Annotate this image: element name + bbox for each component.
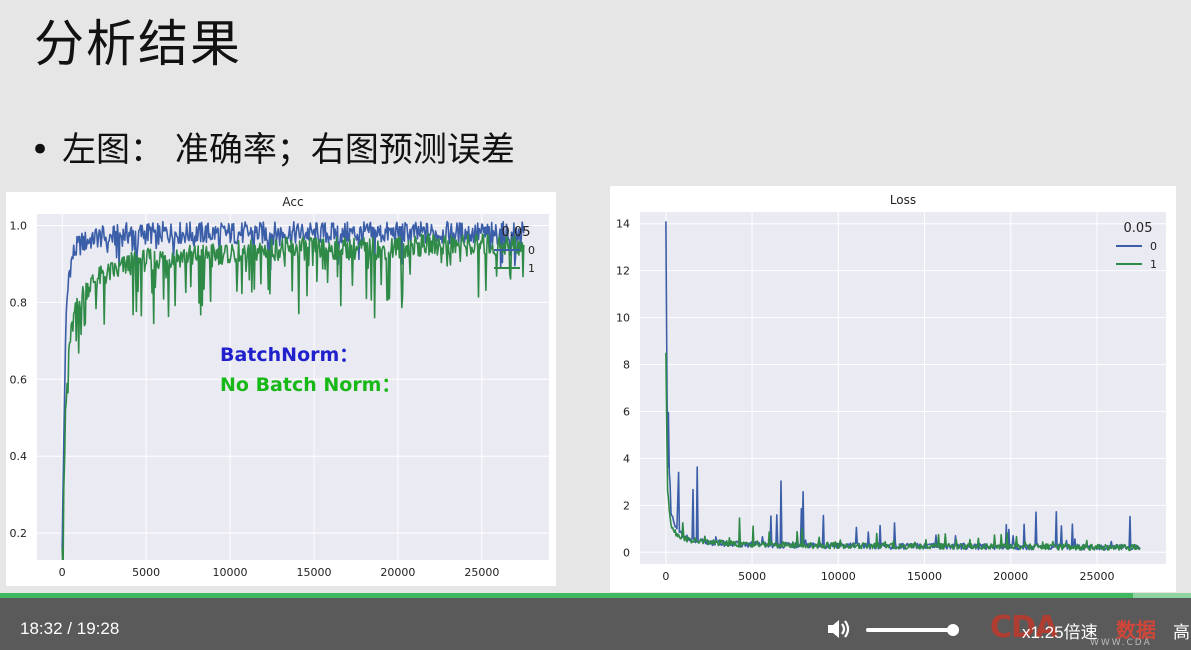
- y-tick-label: 0.2: [10, 527, 28, 540]
- legend-title: 0.05: [1124, 221, 1153, 236]
- acc-chart: 0 5000 10000 15000 20000 25000 0.2 0.4 0.6 0.8 1.0…: [10, 195, 549, 579]
- y-tick-label: 0.8: [10, 296, 28, 309]
- player-control-bar: 18:32 / 19:28 CDA 数据 WWW.CDA x1.25倍速 高: [0, 598, 1191, 650]
- logo-name: 数据: [1116, 618, 1156, 642]
- logo-url: WWW.CDA: [1090, 638, 1152, 646]
- volume-slider[interactable]: [866, 624, 960, 636]
- cda-logo: CDA 数据 WWW.CDA: [990, 608, 1191, 646]
- y-tick-label: 6: [623, 405, 630, 418]
- y-tick-label: 8: [623, 359, 630, 372]
- video-progress-bar[interactable]: [0, 593, 1191, 598]
- volume-fill: [866, 628, 954, 632]
- chart-title: Loss: [890, 193, 916, 207]
- chart-title: Acc: [282, 195, 303, 209]
- x-tick-label: 5000: [738, 570, 766, 583]
- x-tick-label: 5000: [132, 566, 160, 579]
- legend-label: 0: [528, 244, 535, 257]
- video-progress-fill: [0, 593, 1133, 598]
- y-tick-label: 1.0: [10, 220, 28, 233]
- x-tick-label: 10000: [821, 570, 856, 583]
- bullet-dot: •: [30, 130, 51, 170]
- y-tick-label: 4: [623, 452, 630, 465]
- speaker-icon[interactable]: [826, 617, 852, 645]
- time-separator: /: [67, 619, 73, 638]
- plot-area: [640, 212, 1166, 564]
- x-tick-label: 20000: [380, 566, 415, 579]
- legend-label: 1: [528, 262, 535, 275]
- bullet-point: • 左图： 准确率；右图预测误差: [30, 122, 515, 171]
- y-tick-label: 10: [616, 312, 630, 325]
- legend-label: 1: [1150, 258, 1157, 271]
- bullet-text: 左图： 准确率；右图预测误差: [62, 130, 515, 170]
- legend-title: 0.05: [502, 225, 531, 240]
- playback-speed-button[interactable]: x1.25倍速: [1022, 623, 1098, 642]
- x-tick-label: 15000: [907, 570, 942, 583]
- current-time: 18:32: [20, 619, 63, 638]
- y-tick-label: 14: [616, 218, 630, 231]
- volume-knob[interactable]: [947, 624, 960, 636]
- y-tick-label: 12: [616, 265, 630, 278]
- loss-chart-panel: 0 5000 10000 15000 20000 25000 0 2 4 6 8 10 12 14 Loss…: [610, 186, 1176, 592]
- x-tick-label: 10000: [213, 566, 248, 579]
- series-line-1: [665, 352, 1141, 552]
- x-tick-label: 15000: [296, 566, 331, 579]
- total-time: 19:28: [76, 619, 120, 638]
- x-tick-label: 0: [59, 566, 66, 579]
- logo-mark: CDA: [990, 610, 1058, 645]
- x-tick-label: 25000: [1080, 570, 1115, 583]
- loss-chart: 0 5000 10000 15000 20000 2500002468101214Loss…: [616, 193, 1166, 583]
- batchnorm-annotation: BatchNorm：: [220, 344, 358, 366]
- time-display: 18:32 / 19:28: [20, 619, 119, 639]
- series-line-1: [61, 232, 525, 560]
- y-tick-label: 0.4: [10, 450, 28, 463]
- slide-title: 分析结果: [34, 15, 242, 73]
- y-tick-label: 0.6: [10, 373, 28, 386]
- y-tick-label: 2: [623, 499, 630, 512]
- quality-button[interactable]: 高: [1173, 623, 1190, 643]
- x-tick-label: 25000: [464, 566, 499, 579]
- acc-chart-panel: 0 5000 10000 15000 20000 25000 0.2 0.4 0.6 0.8 1.0…: [6, 192, 556, 586]
- series-line-0: [61, 220, 525, 549]
- x-tick-label: 0: [662, 570, 669, 583]
- x-tick-label: 20000: [993, 570, 1028, 583]
- y-tick-label: 0: [623, 546, 630, 559]
- no-batchnorm-annotation: No Batch Norm：: [220, 374, 400, 396]
- legend-label: 0: [1150, 240, 1157, 253]
